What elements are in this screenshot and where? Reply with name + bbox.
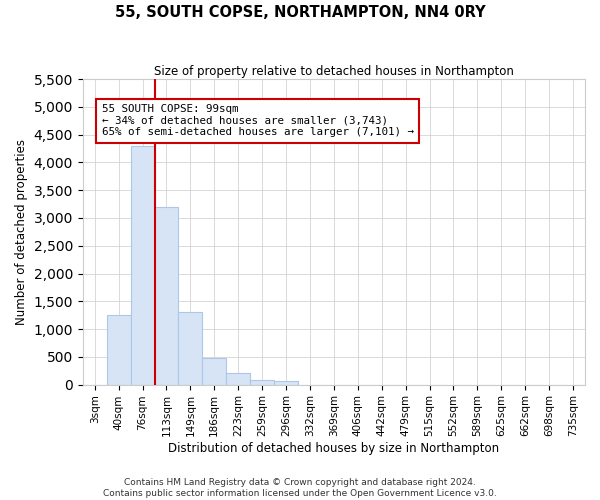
Bar [178, 312, 202, 384]
Bar [250, 380, 274, 384]
Title: Size of property relative to detached houses in Northampton: Size of property relative to detached ho… [154, 65, 514, 78]
Text: 55 SOUTH COPSE: 99sqm
← 34% of detached houses are smaller (3,743)
65% of semi-d: 55 SOUTH COPSE: 99sqm ← 34% of detached … [102, 104, 414, 138]
Bar [107, 315, 131, 384]
Text: Contains HM Land Registry data © Crown copyright and database right 2024.
Contai: Contains HM Land Registry data © Crown c… [103, 478, 497, 498]
Y-axis label: Number of detached properties: Number of detached properties [15, 139, 28, 325]
Bar [202, 358, 226, 384]
Bar [274, 382, 298, 384]
X-axis label: Distribution of detached houses by size in Northampton: Distribution of detached houses by size … [169, 442, 499, 455]
Text: 55, SOUTH COPSE, NORTHAMPTON, NN4 0RY: 55, SOUTH COPSE, NORTHAMPTON, NN4 0RY [115, 5, 485, 20]
Bar [131, 146, 155, 384]
Bar [155, 207, 178, 384]
Bar [226, 374, 250, 384]
